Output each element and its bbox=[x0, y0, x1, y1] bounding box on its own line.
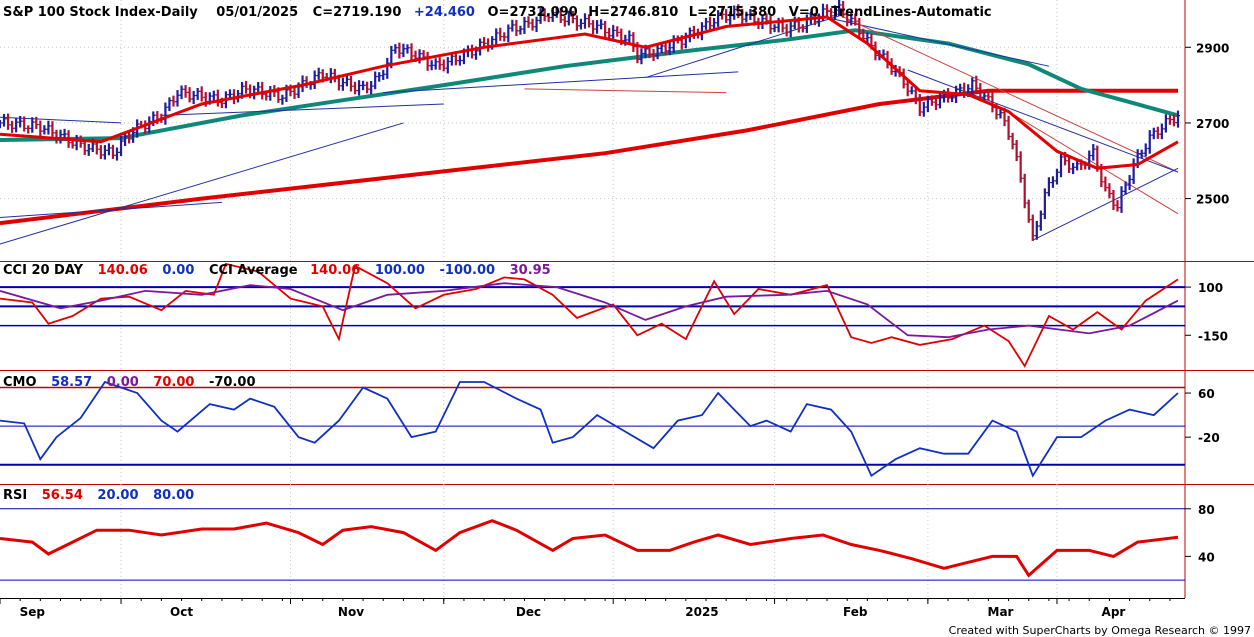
rsi-upper: 80.00 bbox=[153, 488, 194, 503]
cci-zero: 0.00 bbox=[162, 263, 194, 278]
rsi-series-0 bbox=[0, 519, 1179, 578]
header-overlay: TrendLines-Automatic bbox=[831, 5, 991, 20]
cci-header: CCI 20 DAY 140.06 0.00 CCI Average 140.0… bbox=[3, 263, 551, 278]
header-title: S&P 100 Stock Index-Daily bbox=[3, 5, 198, 20]
rsi-label: RSI bbox=[3, 488, 27, 503]
trendline-10 bbox=[0, 116, 122, 124]
trendline-8 bbox=[907, 69, 1179, 173]
cci-upper: 100.00 bbox=[375, 263, 425, 278]
rsi-y-axis: 80 40 bbox=[1185, 503, 1215, 564]
price-tick-label-2500: 2500 bbox=[1196, 193, 1229, 207]
trendline-9 bbox=[1032, 167, 1179, 241]
long-moving-average bbox=[0, 88, 1178, 226]
x-tick-label-6: Mar bbox=[988, 605, 1014, 619]
cci-avg-label: CCI Average bbox=[209, 263, 298, 278]
rsi-lower: 20.00 bbox=[97, 488, 138, 503]
cmo-y-axis: 60 -20 bbox=[1185, 387, 1220, 445]
cci-value: 140.06 bbox=[98, 263, 148, 278]
cmo-value: 58.57 bbox=[51, 375, 92, 390]
x-tick-label-0: Sep bbox=[20, 605, 46, 619]
rsi-lines bbox=[0, 519, 1179, 578]
trendline-1 bbox=[0, 122, 404, 245]
x-axis: Sep Oct Nov Dec 2025 Feb Mar Apr bbox=[0, 598, 1171, 619]
mid-ma-line bbox=[0, 28, 1179, 142]
header-volume: V=0 bbox=[789, 5, 819, 20]
panel-frames bbox=[0, 0, 1254, 599]
trendline-0 bbox=[0, 201, 222, 218]
trendline-5 bbox=[645, 12, 848, 79]
trendline-6 bbox=[806, 12, 1050, 67]
header-change: +24.460 bbox=[414, 5, 475, 20]
cmo-lower: -70.00 bbox=[209, 375, 256, 390]
x-tick-label-4: 2025 bbox=[685, 605, 718, 619]
header-high: H=2746.810 bbox=[588, 5, 678, 20]
trendline-3 bbox=[383, 71, 739, 94]
cci-extra: 30.95 bbox=[510, 263, 551, 278]
cci-label: CCI 20 DAY bbox=[3, 263, 84, 278]
cmo-tick-label--20: -20 bbox=[1198, 431, 1220, 445]
mid-moving-average bbox=[0, 28, 1179, 142]
cmo-header: CMO 58.57 0.00 70.00 -70.00 bbox=[3, 375, 256, 390]
price-y-axis: 2500 2700 2900 bbox=[1185, 41, 1229, 207]
cci-tick-label-100: 100 bbox=[1198, 281, 1223, 295]
long-ma-line bbox=[0, 88, 1178, 226]
cci-series-1 bbox=[0, 282, 1179, 339]
rsi-tick-label-40: 40 bbox=[1198, 550, 1215, 564]
header-date: 05/01/2025 bbox=[216, 5, 298, 20]
price-gridlines bbox=[0, 0, 1185, 598]
header-open: O=2732.090 bbox=[488, 5, 578, 20]
price-header: S&P 100 Stock Index-Daily 05/01/2025 C=2… bbox=[3, 5, 992, 20]
header-close: C=2719.190 bbox=[313, 5, 402, 20]
rsi-bands bbox=[0, 508, 1185, 581]
trendline-11 bbox=[1008, 111, 1179, 215]
cmo-series-0 bbox=[0, 380, 1179, 478]
x-tick-label-3: Dec bbox=[516, 605, 541, 619]
cci-lines bbox=[0, 262, 1179, 368]
short-moving-average bbox=[0, 15, 1179, 170]
rsi-value: 56.54 bbox=[42, 488, 83, 503]
cmo-upper: 70.00 bbox=[153, 375, 194, 390]
cmo-tick-label-60: 60 bbox=[1198, 387, 1215, 401]
credit-text: Created with SuperCharts by Omega Resear… bbox=[949, 624, 1251, 637]
rsi-tick-label-80: 80 bbox=[1198, 503, 1215, 517]
cci-tick-label--150: -150 bbox=[1198, 329, 1228, 343]
cci-series-0 bbox=[0, 262, 1179, 368]
cci-y-axis: 100 -150 bbox=[1185, 281, 1228, 343]
cci-lower: -100.00 bbox=[440, 263, 496, 278]
x-tick-label-2: Nov bbox=[338, 605, 364, 619]
trendline-4 bbox=[524, 88, 727, 94]
x-tick-label-1: Oct bbox=[170, 605, 193, 619]
header-low: L=2715.380 bbox=[689, 5, 776, 20]
cmo-zero: 0.00 bbox=[107, 375, 139, 390]
x-tick-label-7: Apr bbox=[1102, 605, 1126, 619]
cci-bands bbox=[0, 286, 1185, 327]
cmo-bands bbox=[0, 386, 1185, 466]
trendline-2 bbox=[161, 103, 444, 116]
cci-avg-value: 140.06 bbox=[310, 263, 360, 278]
cmo-lines bbox=[0, 380, 1179, 478]
cmo-label: CMO bbox=[3, 375, 37, 390]
price-tick-label-2900: 2900 bbox=[1196, 41, 1229, 55]
rsi-header: RSI 56.54 20.00 80.00 bbox=[3, 488, 194, 503]
trendlines bbox=[0, 9, 1179, 245]
trendline-7 bbox=[826, 9, 1179, 173]
price-tick-label-2700: 2700 bbox=[1196, 117, 1229, 131]
x-tick-label-5: Feb bbox=[843, 605, 868, 619]
short-ma-line bbox=[0, 15, 1179, 170]
